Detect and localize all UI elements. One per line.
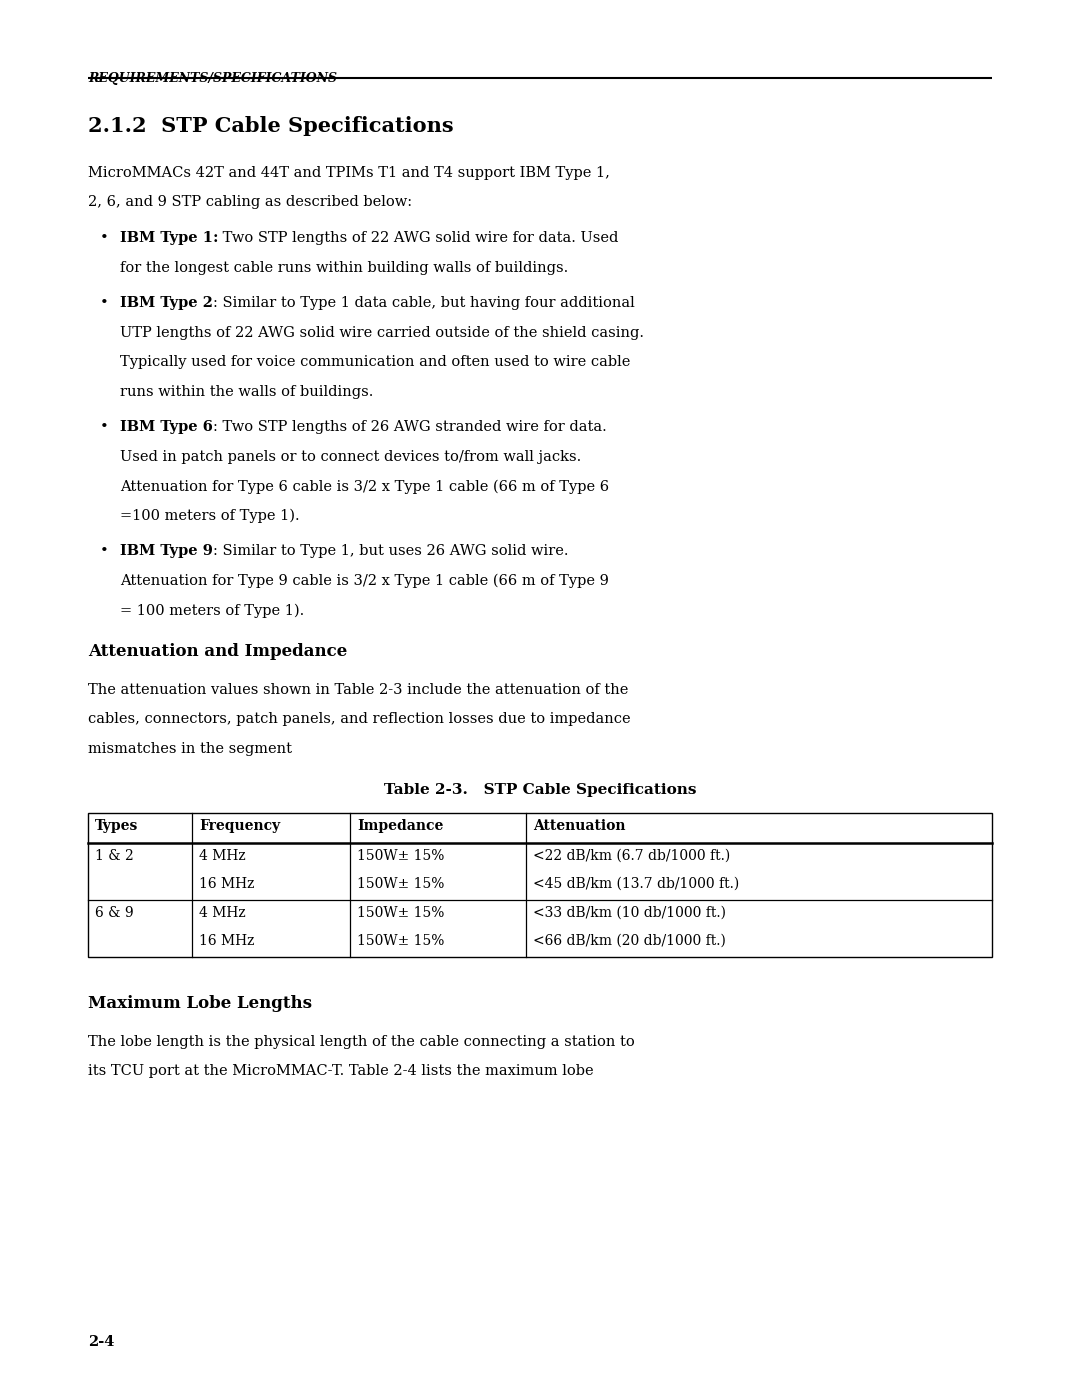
Text: 6 & 9: 6 & 9 (95, 905, 134, 919)
Text: <45 dB/km (13.7 db/1000 ft.): <45 dB/km (13.7 db/1000 ft.) (534, 877, 740, 891)
Text: runs within the walls of buildings.: runs within the walls of buildings. (120, 386, 374, 400)
Text: 4 MHz: 4 MHz (199, 905, 245, 919)
Text: mismatches in the segment: mismatches in the segment (87, 742, 292, 756)
Text: 150W± 15%: 150W± 15% (357, 877, 445, 891)
Text: IBM Type 9: IBM Type 9 (120, 543, 213, 559)
Text: 1 & 2: 1 & 2 (95, 848, 134, 862)
Text: Attenuation for Type 6 cable is 3/2 x Type 1 cable (66 m of Type 6: Attenuation for Type 6 cable is 3/2 x Ty… (120, 479, 609, 493)
Text: Attenuation and Impedance: Attenuation and Impedance (87, 643, 348, 659)
Text: Table 2-3.   STP Cable Specifications: Table 2-3. STP Cable Specifications (383, 782, 697, 796)
Text: : Similar to Type 1 data cable, but having four additional: : Similar to Type 1 data cable, but havi… (213, 296, 635, 310)
Text: 150W± 15%: 150W± 15% (357, 935, 445, 949)
Text: Typically used for voice communication and often used to wire cable: Typically used for voice communication a… (120, 355, 631, 369)
Text: Frequency: Frequency (199, 819, 280, 833)
Text: : Two STP lengths of 26 AWG stranded wire for data.: : Two STP lengths of 26 AWG stranded wir… (213, 420, 607, 434)
Text: : Similar to Type 1, but uses 26 AWG solid wire.: : Similar to Type 1, but uses 26 AWG sol… (213, 543, 568, 559)
Text: •: • (100, 296, 109, 310)
Text: <66 dB/km (20 db/1000 ft.): <66 dB/km (20 db/1000 ft.) (534, 935, 727, 949)
Text: Two STP lengths of 22 AWG solid wire for data. Used: Two STP lengths of 22 AWG solid wire for… (218, 232, 619, 246)
Text: IBM Type 2: IBM Type 2 (120, 296, 213, 310)
Text: its TCU port at the MicroMMAC-T. Table 2-4 lists the maximum lobe: its TCU port at the MicroMMAC-T. Table 2… (87, 1065, 594, 1078)
Text: =100 meters of Type 1).: =100 meters of Type 1). (120, 509, 299, 524)
Text: 16 MHz: 16 MHz (199, 935, 254, 949)
Text: 150W± 15%: 150W± 15% (357, 905, 445, 919)
Text: MicroMMACs 42T and 44T and TPIMs T1 and T4 support IBM Type 1,: MicroMMACs 42T and 44T and TPIMs T1 and … (87, 165, 610, 179)
Text: •: • (100, 420, 109, 434)
Text: Maximum Lobe Lengths: Maximum Lobe Lengths (87, 995, 312, 1011)
Text: UTP lengths of 22 AWG solid wire carried outside of the shield casing.: UTP lengths of 22 AWG solid wire carried… (120, 326, 644, 339)
Text: 4 MHz: 4 MHz (199, 848, 245, 862)
Text: Used in patch panels or to connect devices to/from wall jacks.: Used in patch panels or to connect devic… (120, 450, 581, 464)
Text: Attenuation: Attenuation (534, 819, 626, 833)
Text: The attenuation values shown in Table 2-3 include the attenuation of the: The attenuation values shown in Table 2-… (87, 683, 629, 697)
Text: •: • (100, 543, 109, 559)
Text: 150W± 15%: 150W± 15% (357, 848, 445, 862)
Text: 16 MHz: 16 MHz (199, 877, 254, 891)
Text: IBM Type 1:: IBM Type 1: (120, 232, 218, 246)
Text: 2, 6, and 9 STP cabling as described below:: 2, 6, and 9 STP cabling as described bel… (87, 196, 413, 210)
Text: •: • (100, 232, 109, 246)
Text: cables, connectors, patch panels, and reflection losses due to impedance: cables, connectors, patch panels, and re… (87, 712, 631, 726)
Text: Attenuation for Type 9 cable is 3/2 x Type 1 cable (66 m of Type 9: Attenuation for Type 9 cable is 3/2 x Ty… (120, 574, 609, 588)
Text: = 100 meters of Type 1).: = 100 meters of Type 1). (120, 604, 305, 617)
Text: The lobe length is the physical length of the cable connecting a station to: The lobe length is the physical length o… (87, 1035, 635, 1049)
Text: 2-4: 2-4 (87, 1336, 114, 1350)
Text: REQUIREMENTS/SPECIFICATIONS: REQUIREMENTS/SPECIFICATIONS (87, 73, 337, 85)
Bar (87, 813, 993, 957)
Text: Impedance: Impedance (357, 819, 444, 833)
Text: Types: Types (95, 819, 138, 833)
Text: 2.1.2  STP Cable Specifications: 2.1.2 STP Cable Specifications (87, 116, 454, 136)
Text: IBM Type 6: IBM Type 6 (120, 420, 213, 434)
Text: for the longest cable runs within building walls of buildings.: for the longest cable runs within buildi… (120, 261, 568, 275)
Text: <33 dB/km (10 db/1000 ft.): <33 dB/km (10 db/1000 ft.) (534, 905, 727, 919)
Text: <22 dB/km (6.7 db/1000 ft.): <22 dB/km (6.7 db/1000 ft.) (534, 848, 731, 862)
